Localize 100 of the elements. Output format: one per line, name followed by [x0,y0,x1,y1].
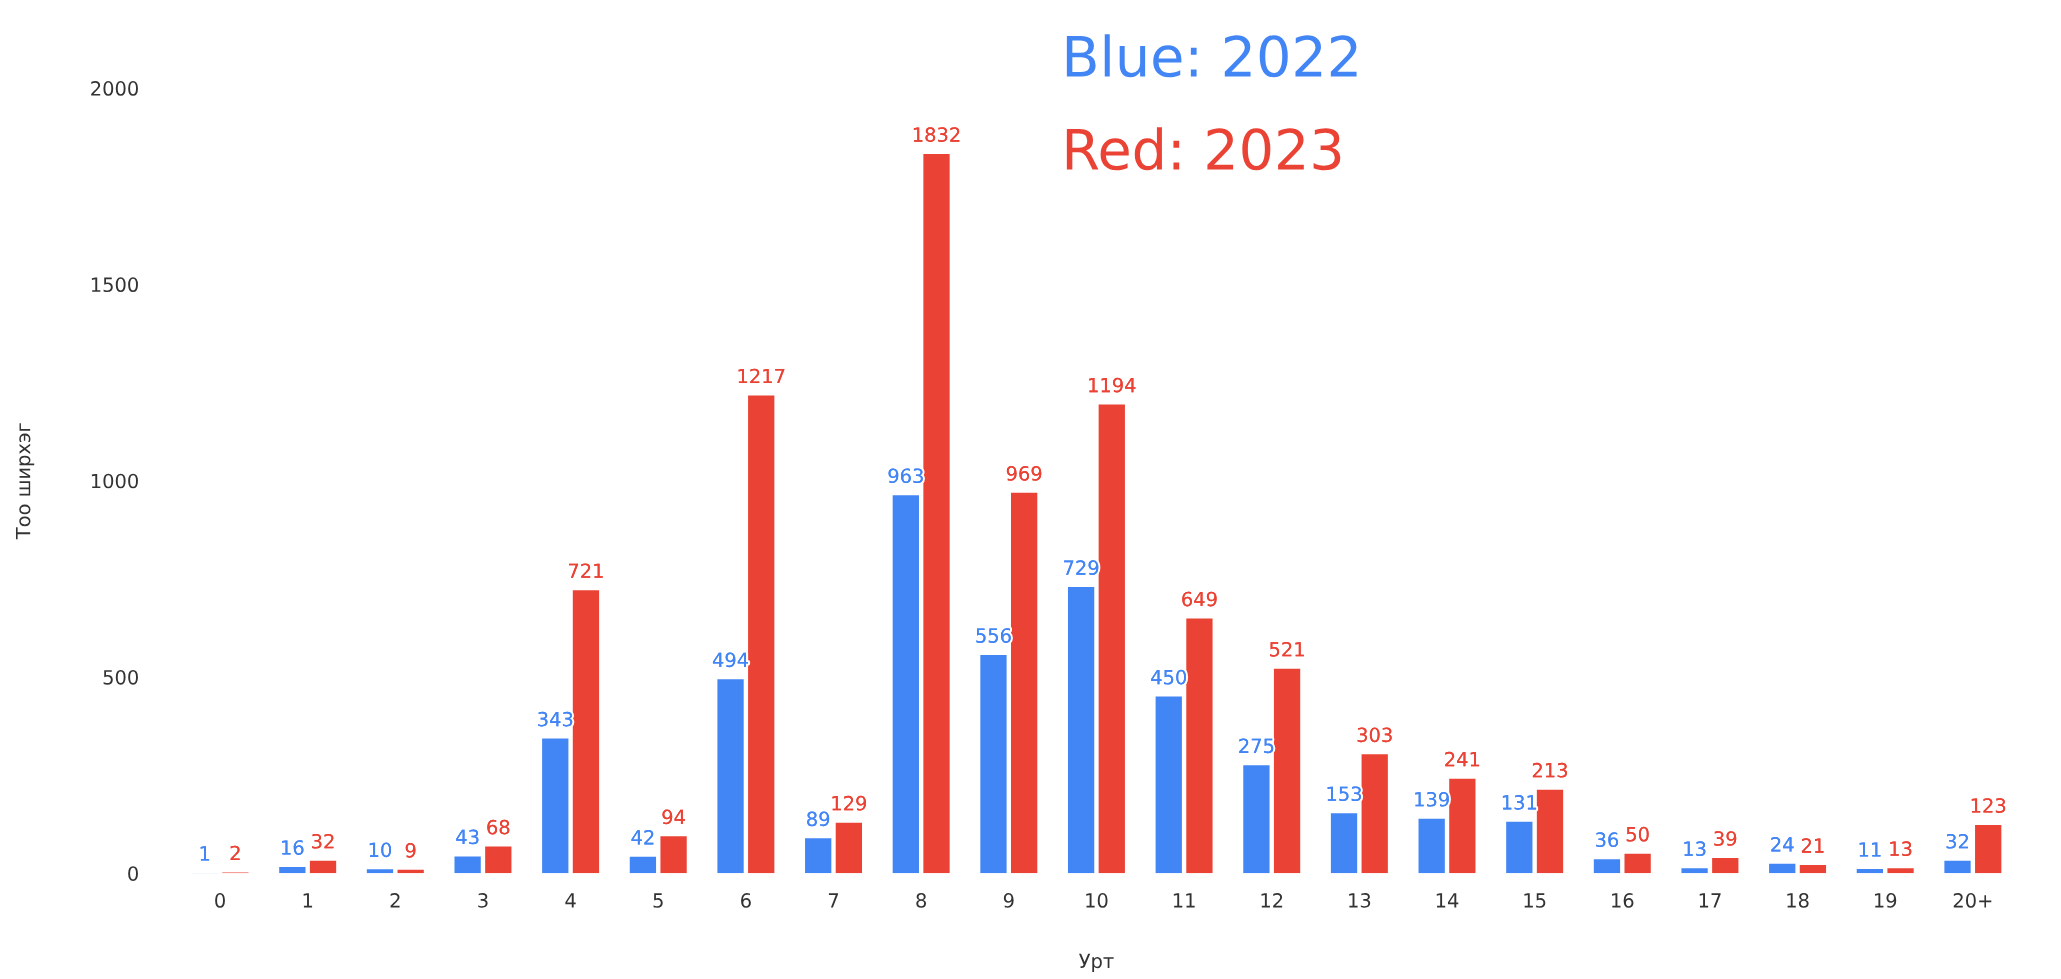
y-axis-title: Тоо ширхэг [15,423,35,540]
data-label: 11 [1859,842,1881,857]
text: Blue: 2022 [1066,34,1357,78]
y-tick-label: 1500 [91,277,138,293]
data-label: 32 [312,833,334,849]
data-label: 213 [1532,762,1567,778]
x-tick-label: 4 [565,893,576,908]
bar [1361,754,1388,874]
bar [309,860,337,874]
bar [572,590,600,874]
data-label: 39 [1714,831,1737,846]
data-label: 969 [1006,466,1042,481]
x-tick-label: 5 [653,893,663,908]
bar [1799,865,1827,874]
data-label: 13 [1890,841,1912,857]
bar [1418,818,1445,874]
bar [1624,853,1651,874]
data-label: 36 [1596,832,1619,848]
bar [1273,668,1301,874]
data-label: 2 [230,845,240,861]
bar [1712,857,1739,874]
data-label: 303 [1357,727,1392,743]
bar [279,866,306,874]
data-label: 521 [1270,641,1304,657]
data-label: 94 [662,809,685,825]
bar [1449,778,1476,874]
x-tick-label: 20+ [1953,893,1992,908]
data-label: 16 [282,840,304,855]
data-label: 556 [976,628,1011,643]
bar [1067,587,1095,874]
bar [629,856,657,874]
bar [1681,868,1708,874]
x-tick-label: 13 [1349,893,1371,908]
bar [454,856,481,874]
data-label: 131 [1502,795,1537,810]
bar [542,738,569,874]
data-label: 343 [538,711,573,727]
data-label: 13 [1684,841,1706,857]
data-label: 129 [832,795,867,811]
data-label: 241 [1445,751,1480,767]
x-tick-label: 9 [1003,893,1014,908]
bar [1506,821,1533,874]
data-label: 10 [369,842,392,858]
x-tick-label: 12 [1261,893,1283,908]
data-label: 963 [888,468,923,484]
data-label: 1 [200,846,210,861]
data-label: 494 [712,652,749,668]
data-label: 24 [1771,837,1794,852]
x-tick-label: 11 [1173,893,1195,908]
x-tick-label: 16 [1612,893,1634,908]
bar [1593,859,1621,874]
data-label: 139 [1415,791,1449,807]
bar [1856,868,1884,874]
bar [366,869,394,874]
y-tick-label: 1000 [91,473,138,489]
data-label: 42 [631,829,654,845]
data-label: 729 [1064,560,1099,575]
data-label: 1194 [1089,377,1136,393]
data-label: 153 [1327,786,1362,802]
bar [923,154,950,874]
bar [1769,863,1796,874]
bar [835,822,863,874]
bar [1243,765,1270,874]
data-label: 68 [487,819,510,835]
x-tick-label: 2 [390,893,400,908]
bar [1975,824,2002,874]
bar [1155,696,1182,874]
bar [1536,789,1564,874]
data-label: 9 [405,842,416,858]
bar [748,395,775,874]
x-tick-label: 7 [828,893,839,908]
x-tick-label: 0 [215,893,225,908]
x-axis-title: Урт [1079,953,1114,973]
data-label: 275 [1239,738,1274,754]
bar [892,495,919,874]
x-tick-label: 14 [1436,893,1459,908]
data-label: 43 [456,829,479,845]
bar [1098,404,1125,874]
x-tick-label: 17 [1699,893,1721,908]
bar [1944,860,1971,874]
bar [660,836,687,874]
data-label: 89 [807,811,830,827]
x-tick-label: 18 [1787,893,1809,908]
x-tick-label: 15 [1524,893,1546,908]
x-tick-label: 10 [1086,893,1108,908]
x-tick-label: 19 [1874,893,1897,908]
bar [980,654,1007,874]
y-tick-label: 2000 [91,81,138,96]
x-tick-label: 6 [741,893,751,908]
x-tick-label: 8 [916,893,927,908]
bar [717,679,744,874]
data-label: 1217 [738,368,785,384]
data-label: 1832 [913,127,960,142]
data-label: 123 [1971,798,2006,813]
data-label: 21 [1801,838,1824,853]
bar [1011,492,1038,874]
bar [805,838,832,874]
bar [1887,868,1914,874]
bar [485,846,512,874]
bar [1186,618,1213,874]
